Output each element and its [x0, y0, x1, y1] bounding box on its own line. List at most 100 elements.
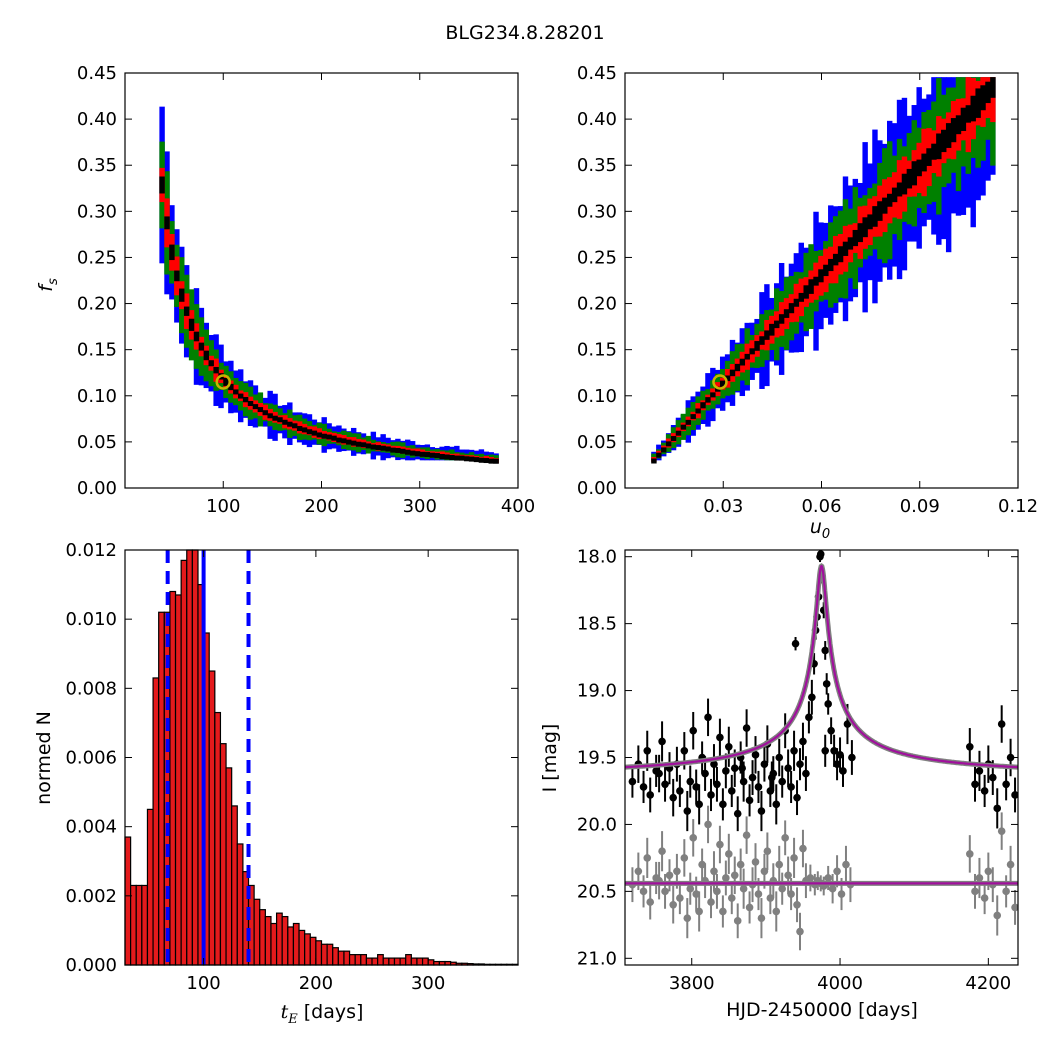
heat-cell: [493, 455, 499, 461]
data-point: [799, 737, 807, 746]
data-point: [757, 807, 766, 815]
data-point: [704, 820, 712, 829]
heat-cell: [651, 453, 657, 461]
model-curve: [625, 564, 1018, 769]
y-tick-label: 21.0: [577, 948, 617, 969]
x-tick-label: 300: [411, 973, 445, 994]
data-point: [725, 850, 733, 858]
y-tick-label: 18.0: [577, 547, 617, 568]
heat-cell: [823, 264, 829, 277]
heat-cell: [769, 323, 775, 336]
heat-cell: [233, 389, 239, 395]
heat-cell: [808, 279, 814, 294]
bar: [225, 767, 233, 966]
data-point: [980, 894, 989, 902]
data-point: [757, 914, 766, 922]
heat-cell: [705, 397, 711, 403]
heat-cell: [656, 452, 662, 458]
heat-cell: [247, 400, 254, 406]
data-point: [676, 894, 684, 902]
data-point: [695, 907, 703, 916]
heat-cell: [267, 413, 273, 419]
heat-cell: [242, 396, 249, 403]
lightcurve: [625, 550, 1018, 951]
heat-cell: [916, 159, 922, 177]
y-tick-label: 0.10: [77, 386, 117, 407]
data-point: [716, 733, 724, 742]
data-point: [1011, 791, 1018, 799]
heat-cell: [316, 432, 322, 438]
bar: [360, 954, 368, 966]
data-point: [1002, 887, 1010, 896]
y-axis-label: I [mag]: [539, 724, 561, 793]
heat-cell: [926, 148, 932, 166]
heat-cell: [473, 457, 480, 463]
data-point: [821, 747, 830, 755]
bar: [309, 936, 317, 966]
data-point: [739, 777, 748, 786]
data-point: [836, 751, 844, 759]
heat-cell: [985, 81, 991, 104]
heat-cell: [651, 458, 657, 464]
heat-cell: [434, 453, 440, 459]
heat-cell: [459, 455, 465, 461]
data-point: [710, 867, 718, 876]
data-point: [839, 767, 847, 775]
bar: [281, 915, 289, 966]
heat-cell: [257, 407, 264, 413]
heat-cell: [336, 437, 342, 443]
data-point: [830, 747, 838, 755]
y-tick-label: 0.05: [77, 432, 117, 453]
data-point: [669, 900, 677, 909]
heat-cell: [409, 450, 416, 456]
heat-cell: [891, 187, 898, 203]
heat-cell: [749, 348, 755, 355]
bar: [275, 912, 283, 966]
heat-cell: [301, 427, 308, 433]
bar: [377, 954, 384, 966]
heat-cell: [665, 441, 672, 447]
bar: [371, 957, 379, 966]
data-point: [772, 907, 781, 916]
data-point: [634, 867, 643, 876]
heat-cell: [370, 444, 377, 450]
y-tick-label: 20.0: [577, 814, 617, 835]
y-tick-label: 0.20: [77, 294, 117, 315]
bar: [231, 805, 238, 966]
data-point: [719, 800, 727, 809]
data-point: [778, 777, 786, 786]
heat-cell: [661, 447, 667, 453]
data-point: [730, 764, 739, 773]
heat-cell: [783, 309, 790, 318]
data-point: [843, 720, 852, 728]
data-point: [680, 747, 689, 755]
heat-cell: [282, 419, 288, 425]
data-point: [643, 854, 652, 862]
heat-cell: [272, 415, 278, 421]
y-tick-label: 0.30: [577, 201, 617, 222]
bar: [421, 957, 429, 966]
heat-cell: [936, 133, 942, 160]
data-point: [661, 780, 669, 789]
data-point: [707, 898, 715, 906]
heat-cell: [724, 375, 731, 382]
data-point: [683, 807, 692, 815]
heat-cell: [174, 270, 180, 282]
y-tick-label: 0.006: [65, 748, 117, 769]
data-point: [837, 890, 846, 898]
y-tick-label: 0.010: [65, 609, 117, 630]
heat-cell: [223, 378, 229, 386]
heat-cell: [990, 77, 996, 123]
heat-cell: [980, 85, 986, 111]
data-point: [997, 827, 1006, 835]
heat-cell: [896, 182, 903, 197]
heat-cell: [680, 424, 687, 430]
x-tick-label: 0.03: [703, 496, 743, 517]
data-point: [787, 783, 795, 791]
data-point: [781, 834, 789, 842]
bar: [158, 611, 165, 966]
y-tick-label: 0.004: [65, 817, 117, 838]
axes-fs_vs_tE: 100 200 300 400 0.00 0.05 0.10 0.15 0.20 0.25 0.30…: [77, 63, 535, 517]
data-point: [799, 844, 807, 853]
bar: [287, 926, 295, 966]
